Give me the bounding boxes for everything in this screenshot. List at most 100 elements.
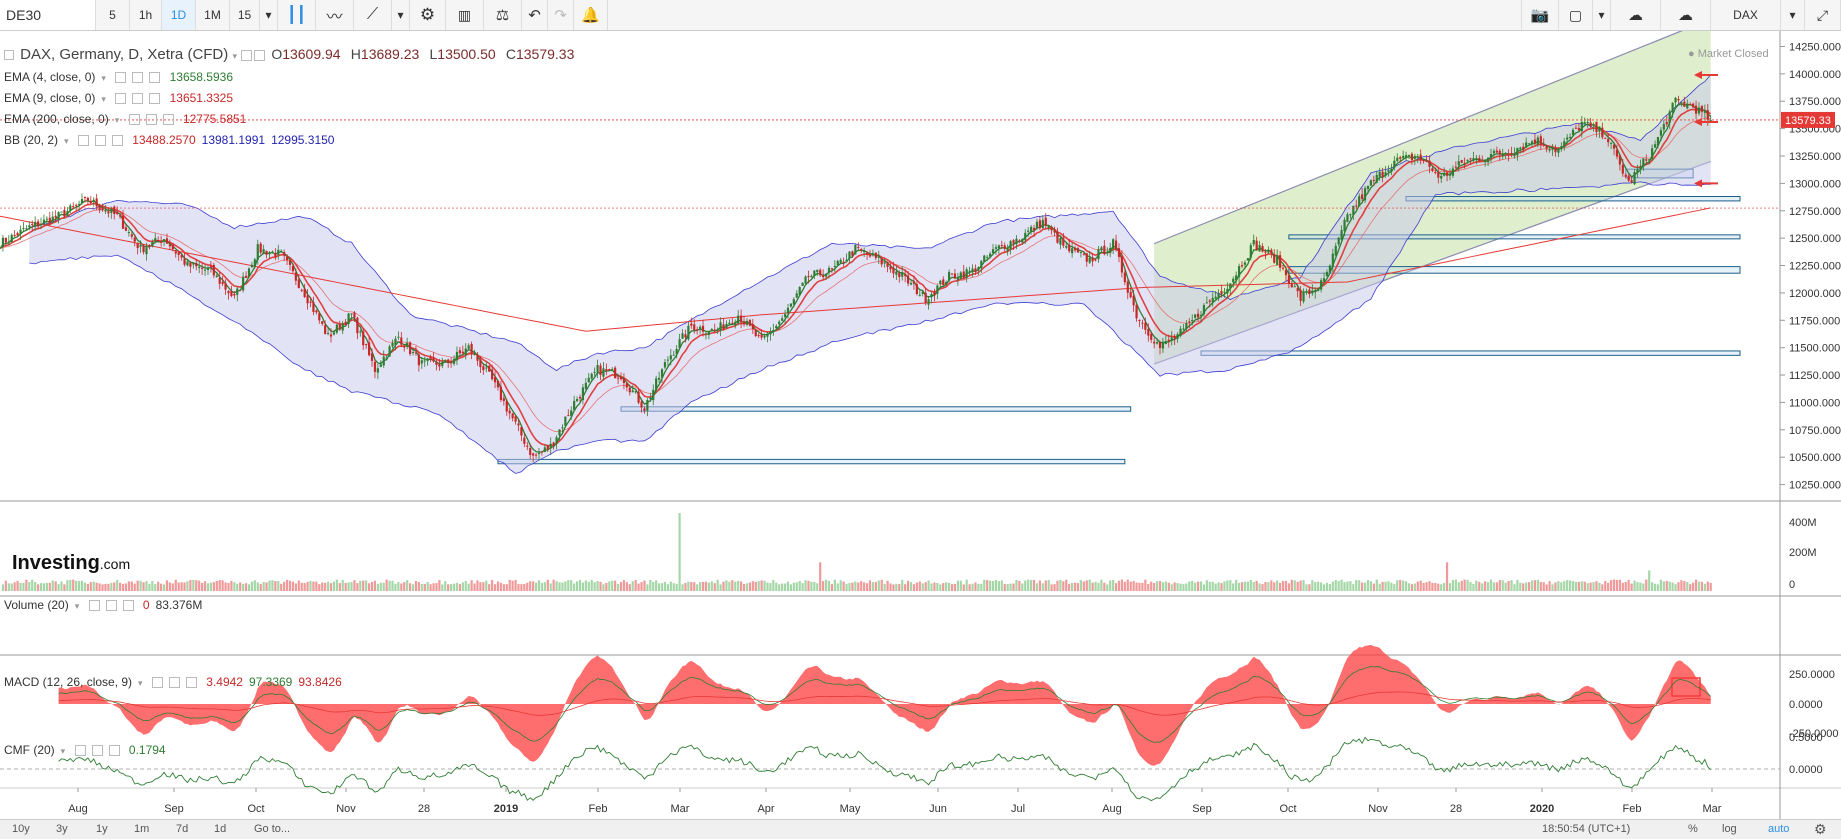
candle	[848, 251, 851, 259]
settings-icon[interactable]	[241, 49, 253, 61]
drawing-tools-icon[interactable]: ⟋	[354, 0, 392, 30]
candle	[1536, 137, 1539, 145]
volume-bar	[365, 580, 368, 591]
auto-toggle[interactable]: auto	[1768, 823, 1790, 835]
range-3y-button[interactable]: 3y	[56, 823, 68, 835]
gear-icon[interactable]: ⚙	[1814, 821, 1827, 837]
compare-scale-icon[interactable]: ⚖	[484, 0, 522, 30]
indicators-icon[interactable]: 〰	[316, 0, 354, 30]
candle	[1580, 121, 1583, 132]
range-1d-button[interactable]: 1d	[214, 823, 227, 835]
candle	[89, 200, 92, 204]
gear-icon[interactable]: ⚙	[410, 0, 446, 30]
candles-icon[interactable]: ┃┃	[278, 0, 316, 30]
drawing-dropdown-icon[interactable]: ▾	[392, 0, 410, 30]
candle	[728, 322, 731, 325]
price-chart[interactable]: 400M 200M 0 250.0000 0.0000 -250.0000 0.5000…	[0, 31, 1841, 819]
volume-bar	[80, 580, 84, 591]
candle	[1407, 154, 1411, 156]
range-1m-button[interactable]: 1m	[134, 823, 150, 835]
candle	[1604, 137, 1607, 139]
volume-bar	[1519, 582, 1522, 591]
candle	[587, 377, 590, 383]
volume-bar	[962, 584, 965, 591]
volume-bar	[499, 582, 503, 591]
volume-bar	[502, 584, 505, 591]
volume-bar	[1569, 580, 1572, 591]
volume-bar	[974, 582, 977, 591]
volume-bar	[259, 584, 262, 591]
cloud-save-icon[interactable]: ☁	[1661, 0, 1711, 30]
ema9-label: EMA (9, close, 0)	[4, 91, 96, 105]
interval-1h-button[interactable]: 1h	[130, 0, 162, 30]
volume-bar	[385, 579, 388, 591]
volume-bar	[1076, 583, 1080, 591]
candle	[1680, 102, 1683, 104]
candle	[230, 291, 233, 297]
fullscreen-icon[interactable]: ⤢	[1805, 0, 1841, 30]
candle	[883, 262, 886, 264]
interval-1m-button[interactable]: 1M	[196, 0, 230, 30]
interval-5-button[interactable]: 5	[96, 0, 130, 30]
volume-bar	[89, 582, 92, 591]
volume-bar	[1246, 581, 1249, 591]
volume-bar	[341, 579, 344, 591]
candle	[1645, 159, 1648, 161]
candle	[1375, 174, 1378, 183]
candle	[608, 369, 611, 371]
candle	[104, 210, 107, 212]
color-dropdown-icon[interactable]: ▾	[1593, 0, 1611, 30]
interval-15-button[interactable]: 15	[230, 0, 260, 30]
macd-value-1: 3.4942	[206, 675, 243, 689]
range-10y-button[interactable]: 10y	[12, 823, 30, 835]
undo-icon[interactable]: ↶	[522, 0, 548, 30]
range-7d-button[interactable]: 7d	[176, 823, 189, 835]
goto-button[interactable]: Go to...	[254, 823, 291, 835]
interval-dropdown-icon[interactable]: ▾	[260, 0, 278, 30]
camera-icon[interactable]: 📷	[1521, 0, 1559, 30]
candle	[1153, 341, 1156, 344]
high-value: 13689.23	[360, 46, 420, 62]
log-toggle[interactable]: log	[1722, 823, 1737, 835]
time-tick-label: Mar	[1703, 803, 1722, 815]
volume-bar	[605, 583, 608, 591]
percent-toggle[interactable]: %	[1688, 823, 1698, 835]
candle	[432, 357, 435, 362]
candle	[643, 408, 646, 411]
candle	[400, 337, 403, 345]
candle	[1293, 286, 1296, 288]
cloud-load-icon[interactable]: ☁	[1611, 0, 1661, 30]
volume-bar	[1375, 579, 1378, 591]
volume-bar	[1217, 582, 1220, 591]
redo-icon[interactable]: ↷	[548, 0, 574, 30]
volume-bar	[590, 579, 593, 591]
symbol-input[interactable]: DE30	[0, 0, 96, 30]
time-tick-label: Sep	[1192, 803, 1212, 815]
alert-bell-icon[interactable]: 🔔	[574, 0, 608, 30]
bar-chart-icon[interactable]: ▥	[446, 0, 484, 30]
volume-bar	[1671, 582, 1674, 591]
symbol-dropdown-icon[interactable]: ▾	[1781, 0, 1805, 30]
volume-bar	[915, 582, 918, 591]
volume-bar	[491, 580, 494, 591]
hide-icon[interactable]	[254, 49, 266, 61]
volume-bar	[1237, 582, 1241, 591]
collapse-icon[interactable]	[4, 50, 14, 61]
interval-1d-button[interactable]: 1D	[162, 0, 196, 30]
candle	[860, 249, 863, 251]
instrument-dropdown-icon[interactable]: ▾	[232, 51, 237, 61]
volume-bar	[417, 582, 420, 591]
range-1y-button[interactable]: 1y	[96, 823, 108, 835]
candle	[1018, 240, 1021, 242]
candle	[1393, 160, 1396, 168]
symbol-label[interactable]: DAX	[1711, 0, 1781, 30]
candle	[1279, 255, 1282, 268]
candle	[971, 268, 974, 273]
volume-bar	[1135, 582, 1138, 591]
color-square-icon[interactable]: ▢	[1559, 0, 1593, 30]
volume-bar	[602, 584, 605, 591]
volume-bar	[1583, 581, 1586, 591]
volume-bar	[1267, 582, 1270, 591]
candle	[1627, 175, 1630, 181]
volume-bar	[1425, 582, 1428, 591]
